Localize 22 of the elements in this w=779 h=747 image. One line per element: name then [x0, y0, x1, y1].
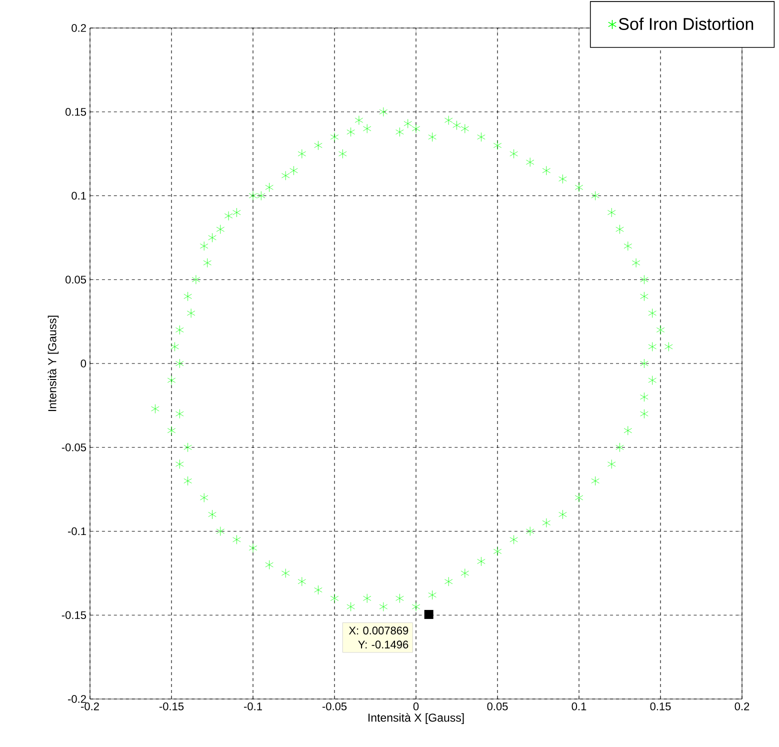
x-tick-label: -0.1: [244, 702, 262, 710]
annotation: X: 0.007869 Y: -0.1496: [348, 626, 408, 648]
x-tick-label: -0.2: [81, 702, 99, 710]
x-tick-label: 0.1: [572, 702, 586, 710]
y-tick-label: 0.15: [66, 108, 86, 116]
y-tick-label: -0.1: [68, 527, 86, 536]
x-tick-label: 0.2: [734, 702, 750, 710]
y-tick-label: -0.05: [62, 443, 86, 452]
x-tick-label: 0: [413, 702, 419, 710]
legend-label: Sof Iron Distortion: [618, 18, 754, 30]
x-axis-title: Intensità X [Gauss]: [368, 713, 464, 724]
y-tick-label: 0.1: [72, 192, 86, 200]
x-tick-label: -0.15: [159, 702, 184, 710]
y-tick-label: 0.2: [72, 24, 86, 32]
y-tick-label: -0.2: [68, 695, 86, 703]
x-tick-label: 0.05: [487, 702, 508, 710]
y-axis-title: Intensità Y [Gauss]: [48, 316, 59, 412]
x-tick-label: 0.15: [650, 702, 671, 710]
y-tick-label: 0: [80, 360, 86, 368]
x-tick-label: -0.05: [322, 702, 347, 710]
y-tick-label: 0.05: [66, 276, 86, 284]
y-tick-label: -0.15: [62, 611, 86, 620]
